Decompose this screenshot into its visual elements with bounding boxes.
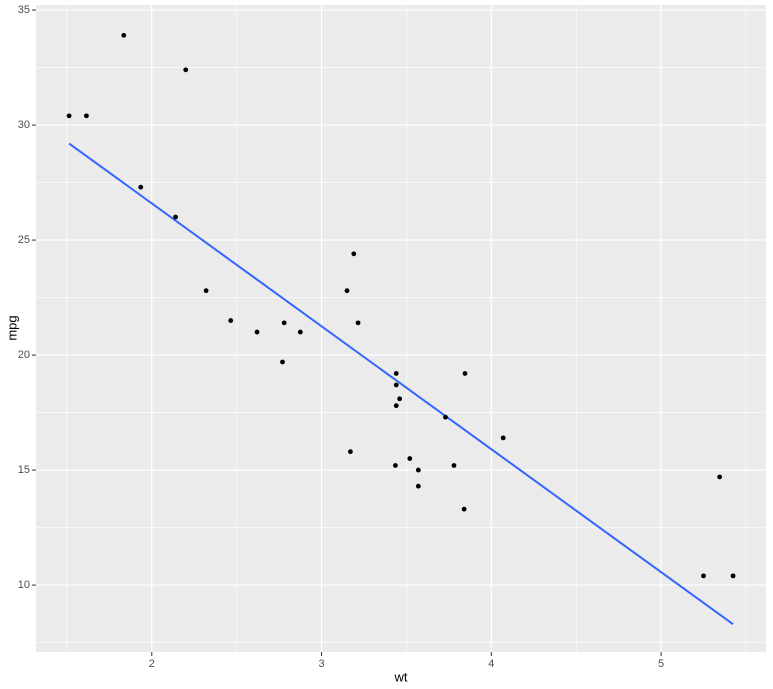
y-tick-label: 30 (18, 119, 30, 131)
point (183, 67, 189, 73)
x-tick-label: 2 (149, 658, 155, 670)
point (407, 456, 413, 461)
point (138, 184, 144, 190)
point (351, 251, 357, 257)
point (355, 320, 361, 326)
fit-line (68, 142, 734, 626)
point (393, 382, 399, 388)
point (66, 113, 72, 119)
y-tick-label: 15 (18, 464, 30, 476)
x-tick-label: 3 (318, 658, 324, 670)
point (121, 32, 127, 38)
panel (36, 5, 766, 652)
point (415, 483, 421, 489)
point (701, 573, 706, 579)
point (730, 573, 736, 579)
point (443, 414, 448, 420)
y-axis-title: mpg (4, 315, 19, 340)
point (348, 449, 353, 455)
x-tick-label: 4 (488, 658, 494, 670)
point (297, 329, 303, 335)
point (203, 288, 209, 294)
point (462, 371, 468, 376)
point (397, 396, 403, 402)
point (393, 371, 399, 376)
point (393, 403, 399, 409)
point (254, 329, 260, 335)
point (344, 288, 350, 294)
y-tick-label: 20 (18, 349, 30, 361)
point (717, 474, 723, 480)
y-tick-label: 25 (18, 234, 30, 246)
point (281, 320, 287, 326)
point (280, 359, 285, 365)
point (84, 113, 89, 119)
point (173, 214, 178, 220)
point (415, 467, 421, 473)
point (451, 463, 457, 468)
point (228, 318, 234, 323)
y-tick-label: 10 (18, 579, 30, 591)
y-tick-label: 35 (18, 4, 30, 16)
point (392, 463, 398, 468)
point (500, 435, 506, 441)
point (461, 506, 467, 512)
x-axis-title: wt (394, 669, 408, 684)
x-tick-label: 5 (658, 658, 664, 670)
